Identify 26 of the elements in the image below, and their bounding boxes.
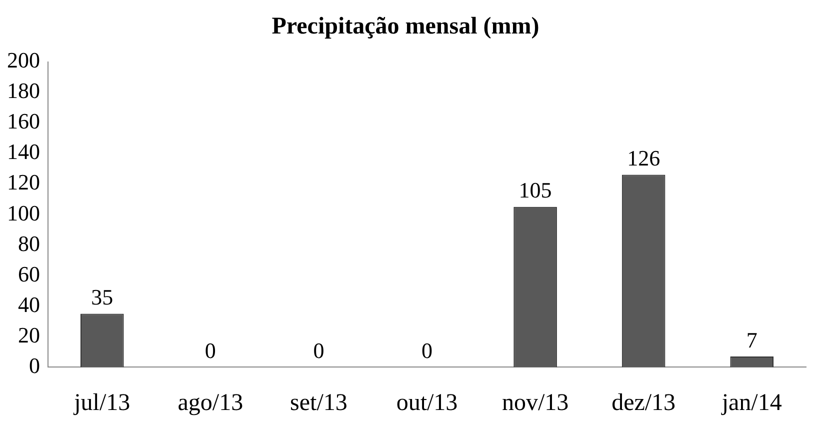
x-tick-label: nov/13: [502, 390, 569, 416]
y-tick-label: 140: [7, 139, 40, 164]
y-tick-label: 20: [18, 322, 40, 348]
x-tick-label: jul/13: [73, 390, 130, 416]
data-label: 0: [204, 338, 216, 363]
y-tick-label: 40: [18, 292, 40, 317]
data-label: 7: [746, 327, 758, 352]
y-tick-label: 200: [7, 48, 40, 73]
y-tick-label: 120: [7, 170, 40, 195]
x-tick-label: dez/13: [612, 390, 676, 416]
data-label: 105: [518, 178, 552, 203]
x-tick-label: set/13: [290, 390, 348, 416]
y-tick-label: 100: [7, 200, 40, 226]
data-label: 126: [627, 146, 660, 171]
data-label: 0: [313, 338, 324, 363]
data-label: 35: [91, 284, 114, 310]
y-tick-label: 0: [29, 352, 40, 378]
y-tick-label: 80: [18, 230, 40, 256]
data-label: 0: [422, 338, 432, 363]
chart-title: Precipitação mensal (mm): [272, 14, 540, 40]
x-tick-label: out/13: [396, 390, 458, 416]
y-tick-label: 60: [18, 261, 40, 286]
y-tick-label: 180: [7, 78, 40, 104]
x-tick-label: ago/13: [178, 390, 244, 416]
y-tick-label: 160: [7, 108, 40, 134]
x-tick-label: jan/14: [720, 390, 782, 416]
